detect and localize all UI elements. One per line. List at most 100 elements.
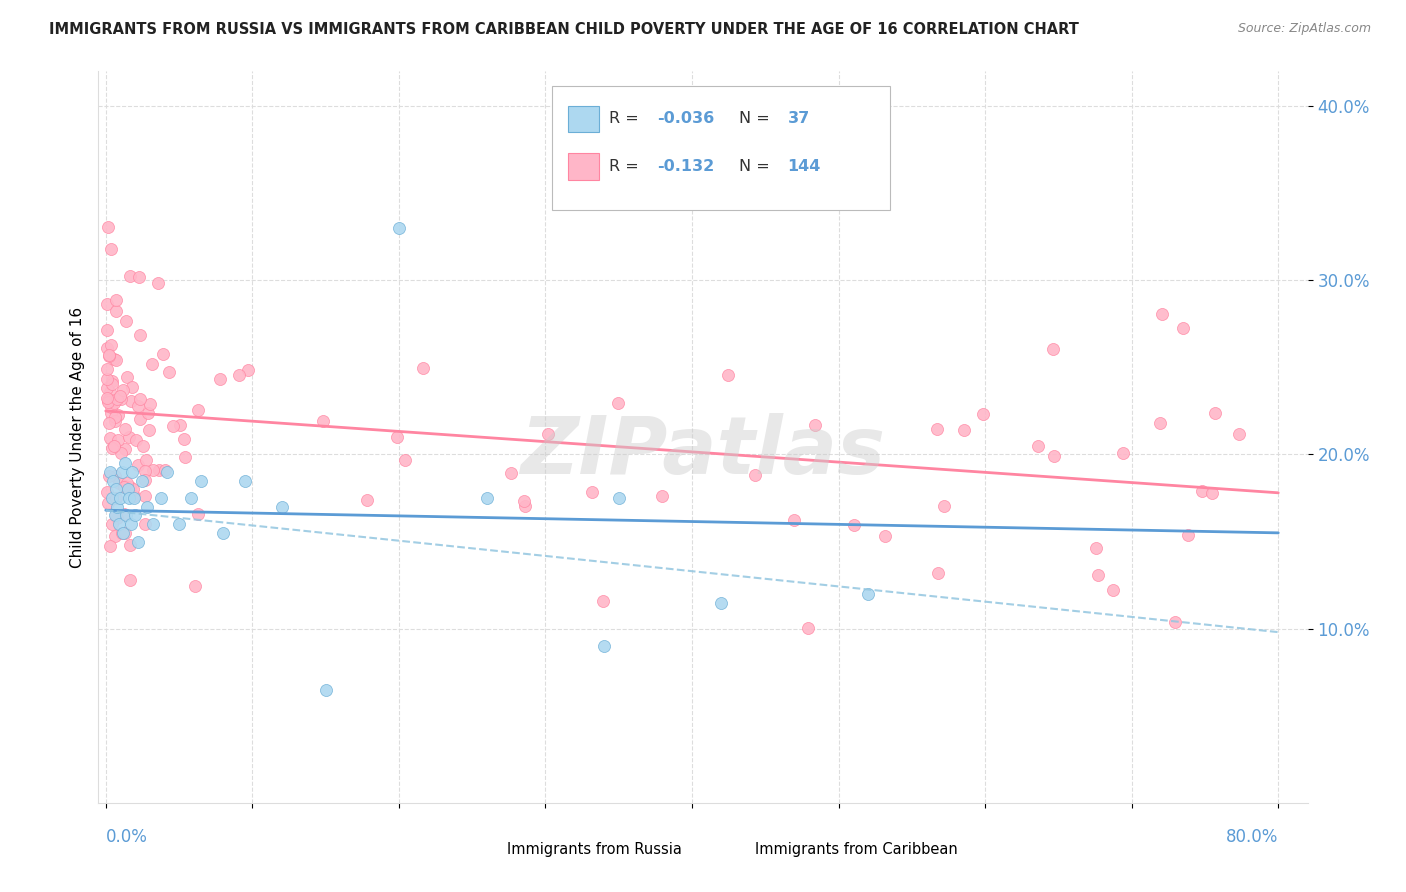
FancyBboxPatch shape bbox=[713, 839, 748, 861]
Point bbox=[581, 484, 603, 499]
Text: -0.036: -0.036 bbox=[657, 112, 714, 127]
Point bbox=[96, 323, 118, 337]
Point bbox=[104, 414, 127, 428]
Point bbox=[710, 595, 733, 609]
Point bbox=[105, 511, 128, 525]
Point bbox=[97, 392, 120, 407]
Point bbox=[104, 304, 127, 318]
Point bbox=[972, 408, 994, 422]
Point bbox=[96, 485, 118, 500]
Point bbox=[118, 539, 141, 553]
Point bbox=[173, 433, 195, 447]
Point bbox=[128, 269, 150, 284]
Point bbox=[100, 441, 122, 455]
Text: R =: R = bbox=[609, 159, 644, 174]
Point bbox=[125, 433, 148, 447]
Point bbox=[97, 348, 120, 362]
Point bbox=[1191, 484, 1213, 499]
Point bbox=[727, 156, 749, 170]
Point bbox=[127, 458, 149, 472]
Point bbox=[105, 508, 128, 522]
Point bbox=[209, 372, 232, 386]
Point bbox=[96, 361, 118, 376]
Point bbox=[118, 573, 141, 587]
Point bbox=[1087, 567, 1109, 582]
Point bbox=[187, 507, 209, 521]
Point bbox=[1101, 583, 1123, 598]
Text: IMMIGRANTS FROM RUSSIA VS IMMIGRANTS FROM CARIBBEAN CHILD POVERTY UNDER THE AGE : IMMIGRANTS FROM RUSSIA VS IMMIGRANTS FRO… bbox=[49, 22, 1078, 37]
Point bbox=[111, 465, 134, 479]
Point bbox=[1164, 615, 1187, 630]
Point bbox=[537, 427, 560, 442]
Point bbox=[148, 276, 170, 290]
Point bbox=[96, 391, 118, 405]
Point bbox=[132, 439, 155, 453]
Text: N =: N = bbox=[740, 159, 775, 174]
Point bbox=[101, 474, 124, 488]
FancyBboxPatch shape bbox=[568, 153, 599, 179]
Point bbox=[187, 403, 209, 417]
Point bbox=[96, 372, 118, 386]
Text: 144: 144 bbox=[787, 159, 821, 174]
Point bbox=[110, 446, 132, 460]
Point bbox=[607, 396, 630, 410]
Point bbox=[169, 418, 191, 433]
Point bbox=[270, 500, 292, 514]
Point bbox=[315, 682, 337, 697]
Point bbox=[120, 517, 142, 532]
Point bbox=[1149, 416, 1171, 430]
Point bbox=[107, 408, 129, 422]
Text: 80.0%: 80.0% bbox=[1226, 829, 1278, 847]
Point bbox=[190, 474, 212, 488]
Text: Immigrants from Russia: Immigrants from Russia bbox=[508, 842, 682, 857]
Point bbox=[1028, 439, 1050, 453]
Point bbox=[925, 422, 948, 436]
Point bbox=[138, 423, 160, 437]
Point bbox=[98, 385, 121, 400]
Point bbox=[103, 439, 125, 453]
Point bbox=[118, 429, 141, 443]
Point bbox=[717, 368, 740, 382]
Point bbox=[157, 365, 180, 379]
Point bbox=[162, 419, 184, 434]
Point bbox=[1042, 342, 1064, 356]
Point bbox=[100, 337, 122, 351]
Point bbox=[118, 480, 141, 494]
Point bbox=[103, 352, 125, 367]
Point bbox=[174, 450, 197, 465]
Point bbox=[385, 430, 408, 444]
Point bbox=[117, 475, 139, 490]
Point bbox=[142, 462, 165, 476]
Point bbox=[1112, 445, 1135, 459]
Point bbox=[233, 474, 256, 488]
Point bbox=[120, 393, 142, 408]
FancyBboxPatch shape bbox=[551, 86, 890, 211]
Point bbox=[97, 394, 120, 409]
Point bbox=[127, 399, 149, 413]
Point bbox=[129, 392, 152, 406]
Point bbox=[96, 392, 118, 407]
Point bbox=[744, 467, 766, 482]
Point bbox=[111, 526, 134, 541]
Point bbox=[100, 400, 122, 414]
Point bbox=[98, 431, 121, 445]
Point bbox=[499, 467, 522, 481]
Point bbox=[134, 516, 156, 531]
Point bbox=[388, 221, 411, 235]
Point bbox=[236, 363, 259, 377]
Point bbox=[212, 525, 235, 540]
Point bbox=[1085, 541, 1108, 555]
Point bbox=[141, 357, 163, 371]
Point bbox=[1227, 426, 1250, 441]
Point bbox=[139, 397, 162, 411]
Point bbox=[167, 517, 190, 532]
Point bbox=[100, 242, 122, 256]
Point bbox=[312, 413, 335, 427]
Point bbox=[412, 360, 434, 375]
Point bbox=[127, 534, 149, 549]
Point bbox=[138, 406, 160, 420]
Point bbox=[107, 392, 129, 406]
Point bbox=[114, 479, 136, 493]
Point bbox=[152, 347, 174, 361]
Text: 0.0%: 0.0% bbox=[105, 829, 148, 847]
